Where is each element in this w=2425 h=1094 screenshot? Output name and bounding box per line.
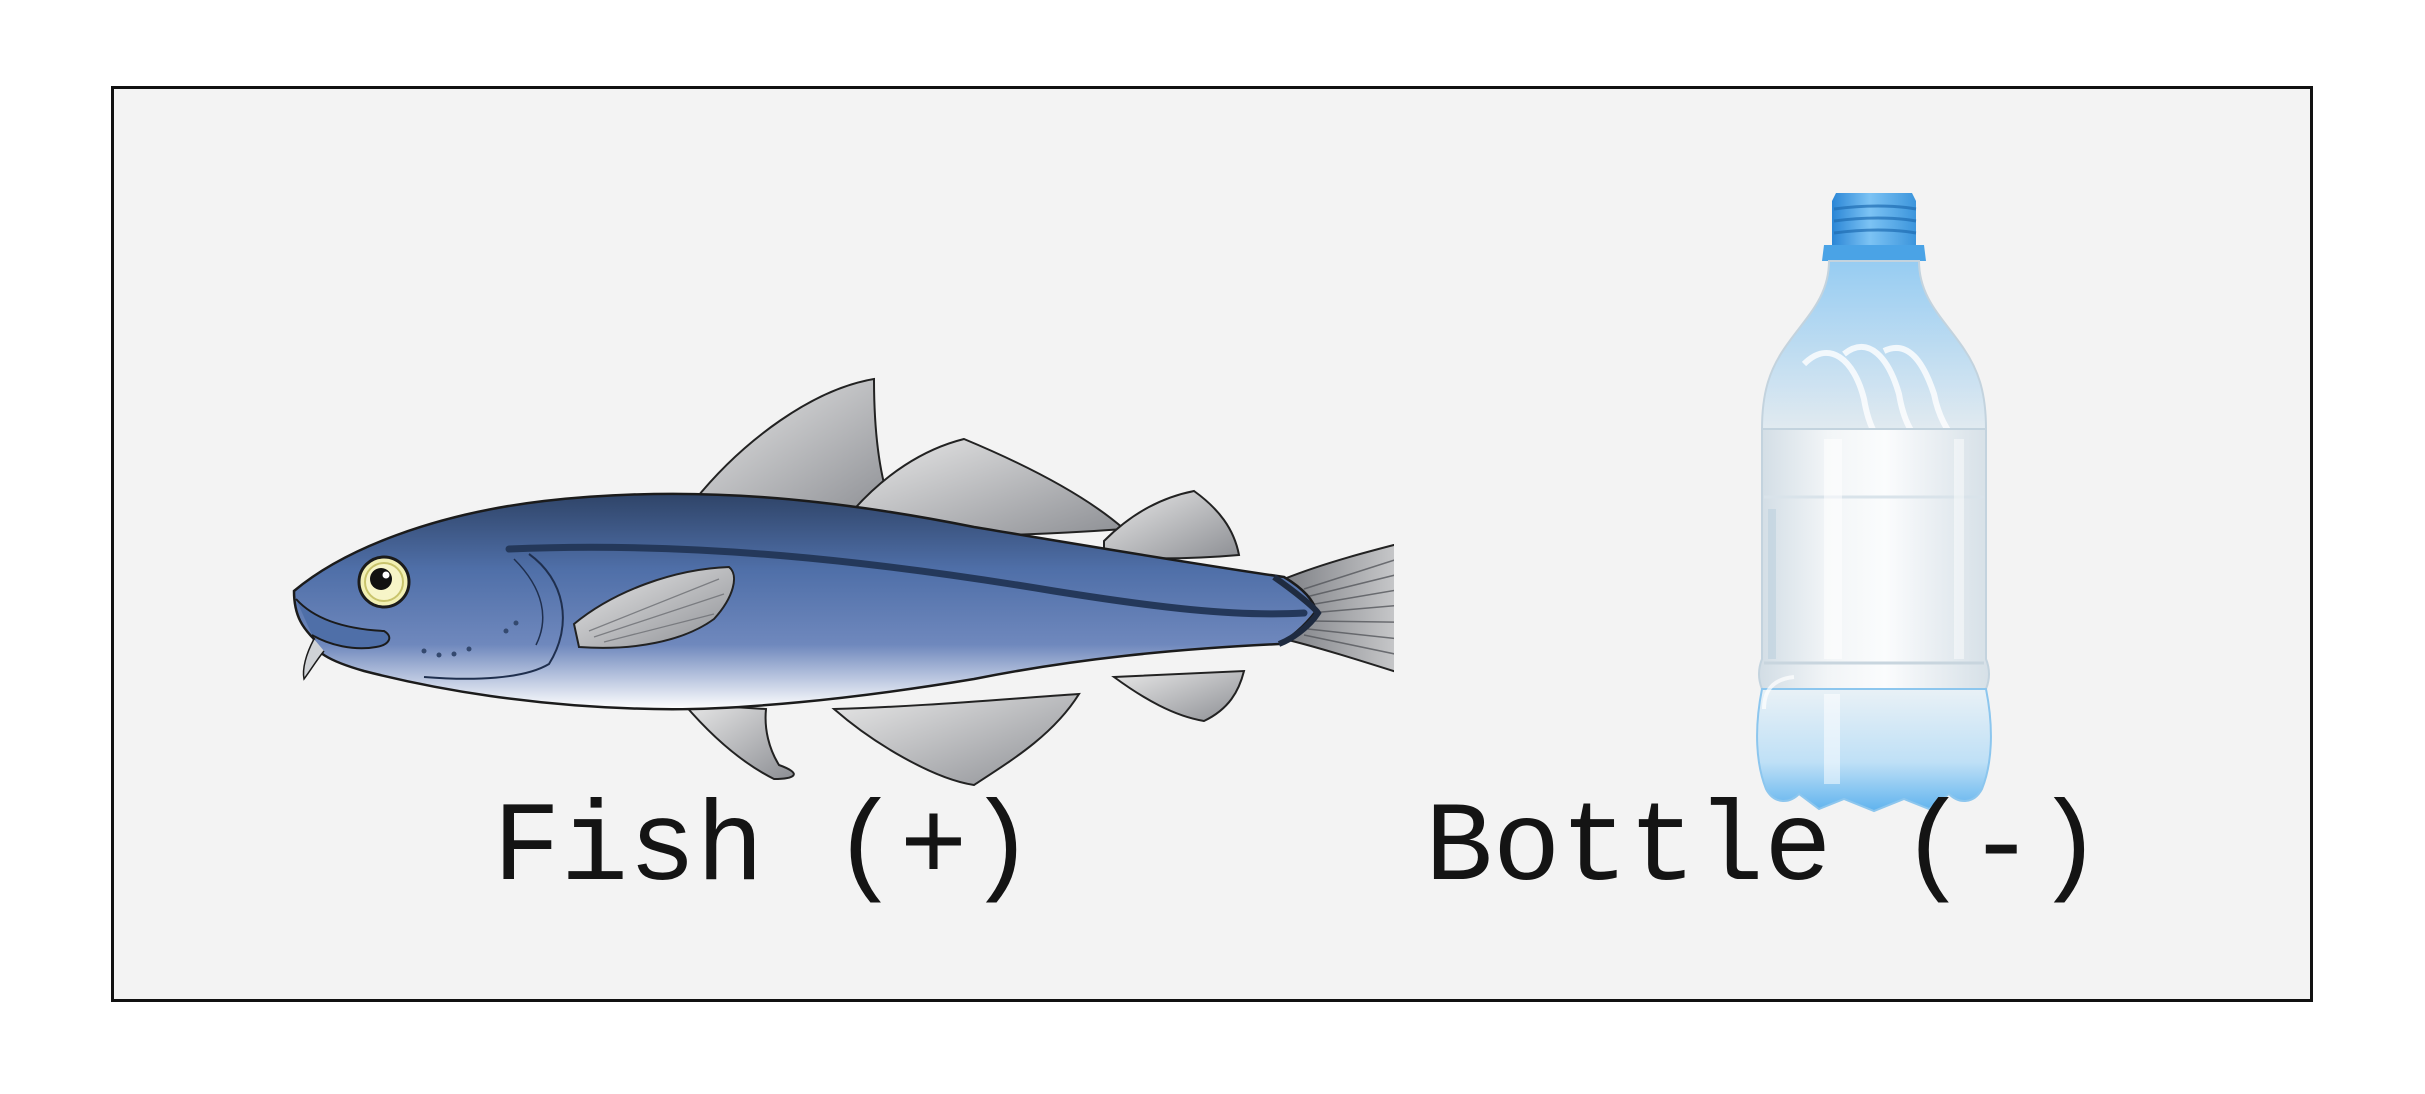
comparison-panel: Fish (+) Bottle (-) xyxy=(111,86,2313,1002)
plastic-bottle-icon xyxy=(1756,193,1992,813)
fish-label: Fish (+) xyxy=(492,785,1036,913)
fish-icon xyxy=(292,377,1394,787)
bottle-label: Bottle (-) xyxy=(1424,785,2104,913)
